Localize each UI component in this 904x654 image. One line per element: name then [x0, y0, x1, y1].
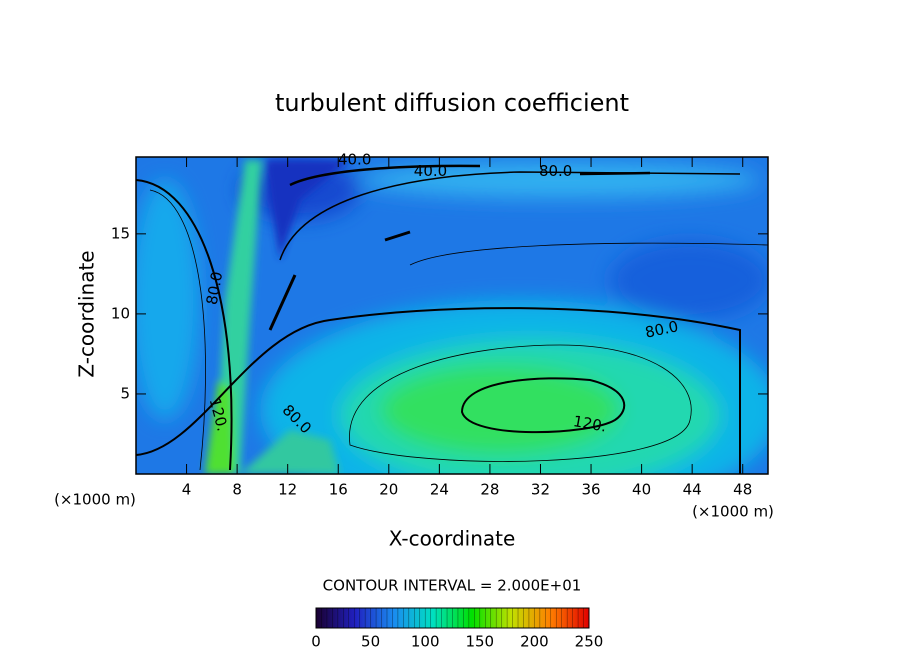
contour-label: 120. [572, 412, 608, 436]
x-tick-label: 8 [232, 481, 242, 499]
y-tick-label: 5 [120, 384, 130, 402]
x-tick-label: 20 [379, 481, 398, 499]
y-tick-label: 15 [111, 224, 130, 242]
contour-interval: CONTOUR INTERVAL = 2.000E+01 [323, 577, 582, 595]
contour-label: 40.0 [414, 162, 447, 180]
y-axis-label: Z-coordinate [75, 250, 99, 377]
x-tick-label: 12 [278, 481, 297, 499]
x-axis-label: X-coordinate [389, 527, 516, 551]
contour-label: 80.0 [203, 270, 227, 306]
x-tick-label: 4 [182, 481, 192, 499]
x-tick-label: 28 [480, 481, 499, 499]
colorbar-tick-label: 100 [411, 633, 440, 651]
y-unit: (×1000 m) [54, 491, 136, 509]
contour-label: 80.0 [539, 162, 572, 180]
colorbar-tick-label: 250 [575, 633, 604, 651]
chart-title: turbulent diffusion coefficient [275, 89, 629, 117]
x-tick-label: 40 [632, 481, 651, 499]
x-tick-label: 48 [733, 481, 752, 499]
x-tick-label: 32 [531, 481, 550, 499]
x-tick-label: 36 [581, 481, 600, 499]
contour-label: 40.0 [338, 151, 371, 169]
x-tick-label: 24 [430, 481, 449, 499]
x-tick-label: 16 [329, 481, 348, 499]
colorbar-tick-label: 50 [361, 633, 380, 651]
x-tick-label: 44 [683, 481, 702, 499]
plot-frame [135, 156, 769, 475]
x-unit: (×1000 m) [692, 503, 774, 521]
colorbar-tick-label: 150 [465, 633, 494, 651]
colorbar-tick-label: 0 [311, 633, 321, 651]
colorbar-tick-label: 200 [520, 633, 549, 651]
contour-lines [136, 164, 768, 474]
contour-field [136, 157, 768, 474]
y-tick-label: 10 [111, 304, 130, 322]
